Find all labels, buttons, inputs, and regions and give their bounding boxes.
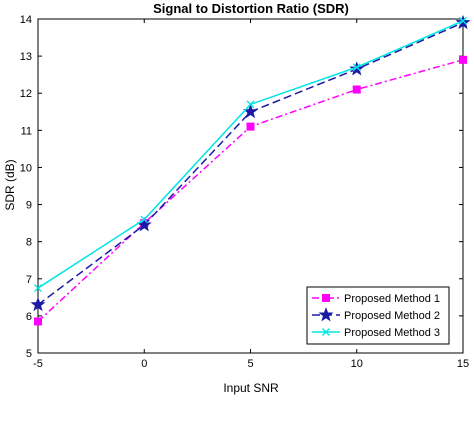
series-1-point [34,317,42,326]
series-1-point [459,55,467,64]
y-tick-label: 8 [26,237,32,249]
legend-marker-2 [318,307,334,322]
series-1-point [246,122,255,131]
y-tick-label: 14 [20,14,32,26]
y-tick-label: 13 [20,51,32,63]
series-2-point [349,61,365,76]
series-3-point [246,100,255,109]
legend-marker-3 [322,328,330,336]
y-tick-label: 5 [26,348,32,360]
legend-label-1: Proposed Method 1 [344,293,440,305]
chart-title: Signal to Distortion Ratio (SDR) [153,1,349,16]
x-tick-label: 15 [457,358,469,370]
x-axis-label: Input SNR [223,381,279,395]
series-1-point [352,85,361,94]
y-tick-label: 10 [20,162,32,174]
y-axis-label: SDR (dB) [3,159,17,210]
series-3-line [37,20,464,289]
plot-area: -5 0 5 10 15 5 6 7 8 9 10 11 12 13 14 Proposed Method 1… [20,14,471,370]
series-1-line [37,59,464,323]
series-2-point [30,296,46,312]
y-tick-label: 12 [20,88,32,100]
x-tick-label: 0 [141,358,147,370]
series-2-point [455,14,471,30]
series-3-point [352,63,361,72]
series-3-point [34,284,42,293]
series-3-point [140,215,149,224]
y-tick-label: 7 [26,274,32,286]
legend-marker-1 [322,294,330,302]
x-tick-label: 10 [351,358,363,370]
legend-label-2: Proposed Method 2 [344,310,440,322]
legend-label-3: Proposed Method 3 [344,327,440,339]
x-tick-label: -5 [33,358,43,370]
x-tick-label: 5 [247,358,253,370]
y-tick-label: 6 [26,311,32,323]
y-tick-label: 11 [21,125,32,137]
series-2-point [243,103,258,119]
series-3-point [459,16,467,25]
y-tick-label: 9 [26,200,32,212]
